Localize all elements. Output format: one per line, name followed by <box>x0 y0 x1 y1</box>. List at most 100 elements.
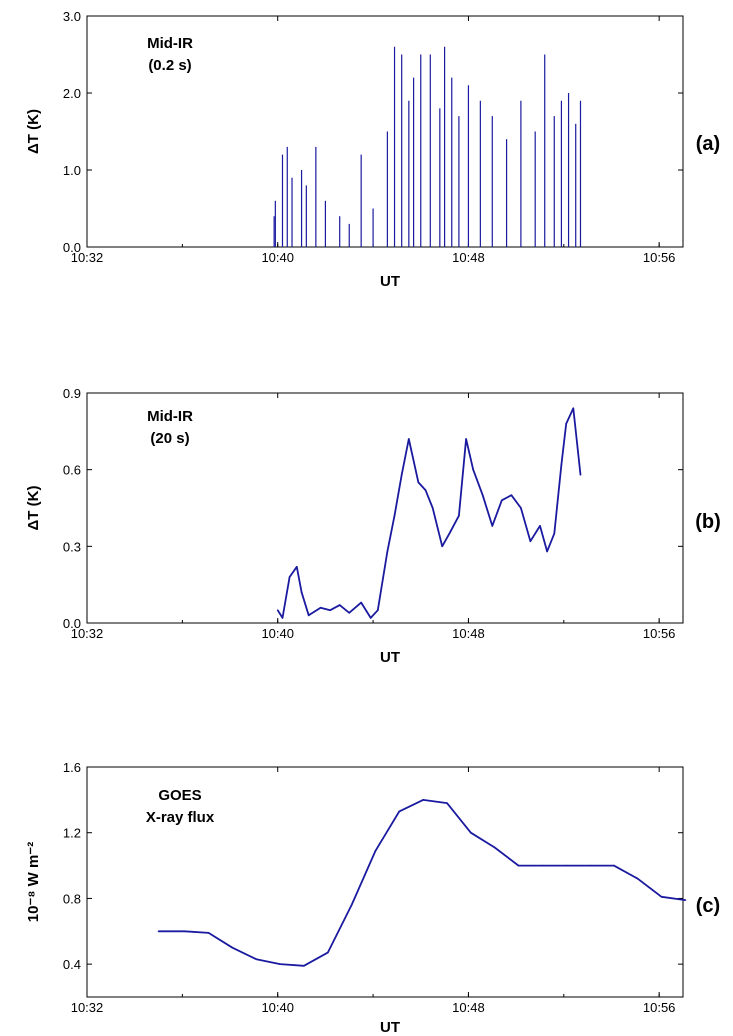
panel-c-data-point <box>613 864 615 867</box>
panel-c-data-point <box>660 895 663 898</box>
panel-c-data-point <box>350 904 353 906</box>
panel-b-data-point <box>417 481 420 484</box>
panel-b-data-point <box>458 514 460 517</box>
panel-a-y-tick-label: 3.0 <box>63 9 81 24</box>
panel-b-x-tick-label: 10:48 <box>452 626 485 641</box>
panel-b-data-point <box>288 576 291 578</box>
panel-c-frame <box>86 766 684 998</box>
panel-a-annotation-line: Mid-IR <box>147 35 193 52</box>
panel-b-series-line <box>276 407 582 619</box>
panel-b-annotation-line: Mid-IR <box>147 408 193 425</box>
panel-b-data-point <box>565 422 567 425</box>
panel-a-annotation-line: (0.2 s) <box>148 57 191 74</box>
panel-a-x-axis-title: UT <box>380 273 400 290</box>
panel-b-data-point <box>572 407 575 410</box>
panel-a: 10:32 10:40 10:48 10:56 0.0 1.0 2.0 3.0 UT ΔT (K)… <box>25 9 720 290</box>
panel-c-data-point <box>541 864 544 867</box>
panel-b-data-point <box>546 550 548 553</box>
panel-c-x-tick-label: 10:56 <box>643 1000 676 1015</box>
panel-b-data-point <box>539 525 541 527</box>
panel-b-x-tick-label: 10:40 <box>261 626 294 641</box>
panel-b-data-point <box>400 473 403 476</box>
panel-c-data-point <box>470 831 472 834</box>
panel-a-x-tick-label: 10:56 <box>643 250 676 265</box>
panel-b-x-axis-title: UT <box>380 649 400 666</box>
panel-b-annotation-line: (20 s) <box>150 430 189 447</box>
panel-b-y-tick-label: 0.3 <box>63 539 81 554</box>
panel-c-data-point <box>231 946 234 949</box>
panel-c-data-point <box>517 864 520 867</box>
panel-c-x-tick-label: 10:48 <box>452 1000 485 1015</box>
panel-b-data-point <box>329 609 331 612</box>
panel-c-data-point <box>326 951 329 954</box>
panel-c-data-point <box>207 932 210 934</box>
panel-b-data-point <box>529 540 532 543</box>
panel-b-data-point <box>295 565 298 568</box>
panel-b-data-point <box>319 606 322 609</box>
panel-a-y-tick-label: 2.0 <box>63 86 81 101</box>
panel-b-data-point <box>520 507 522 509</box>
panel-b-data-point <box>441 545 444 548</box>
panel-c-x-tick-label: 10:32 <box>71 1000 104 1015</box>
panel-a-x-tick-label: 10:48 <box>452 250 485 265</box>
panel-a-y-tick-label: 0.0 <box>63 240 81 255</box>
panel-b-y-tick-label: 0.0 <box>63 616 81 631</box>
panel-a-x-tick-label: 10:32 <box>71 250 104 265</box>
panel-b-data-point <box>481 494 484 497</box>
panel-b-x-tick-label: 10:56 <box>643 626 676 641</box>
panel-b-data-point <box>424 489 427 491</box>
panel-b: 10:32 10:40 10:48 10:56 0.0 0.3 0.6 0.9 UT ΔT (K)… <box>25 386 721 666</box>
panel-c-data-point <box>589 864 591 867</box>
panel-b-data-point <box>431 507 434 509</box>
panel-a-x-tick-label: 10:40 <box>261 250 294 265</box>
panel-b-data-point <box>408 438 410 440</box>
panel-b-data-point <box>300 591 303 594</box>
panel-b-data-point <box>338 604 341 606</box>
panel-b-data-point <box>465 438 467 440</box>
panel-c-data-point <box>374 849 377 852</box>
panel-a-y-tick-label: 1.0 <box>63 163 81 178</box>
panel-c-data-point <box>157 930 160 933</box>
panel-b-data-point <box>501 499 503 502</box>
panel-c-annotation-line: GOES <box>158 787 201 804</box>
panel-a-label: (a) <box>696 133 720 155</box>
panel-b-data-point <box>386 550 389 553</box>
panel-b-data-point <box>377 609 379 612</box>
panel-c-y-tick-label: 1.6 <box>63 760 81 775</box>
panel-c-y-axis-title: 10⁻⁸ W m⁻² <box>25 842 42 922</box>
panel-c-series-line <box>158 799 686 967</box>
panel-c-y-tick-label: 1.2 <box>63 826 81 841</box>
panel-b-data-point <box>393 514 396 517</box>
panel-c-data-point <box>636 877 639 880</box>
panel-b-data-point <box>491 525 494 527</box>
panel-c-data-point <box>303 964 305 967</box>
panel-c: 10:32 10:40 10:48 10:56 0.4 0.8 1.2 1.6 UT 10⁻⁸ W… <box>25 760 720 1036</box>
panel-c-x-axis-title: UT <box>380 1019 400 1036</box>
panel-b-y-tick-label: 0.9 <box>63 386 81 401</box>
panel-b-data-point <box>560 463 563 466</box>
panel-b-data-point <box>510 494 513 497</box>
panel-a-frame <box>86 15 684 248</box>
panel-b-data-point <box>276 609 279 612</box>
panel-b-x-tick-label: 10:32 <box>71 626 104 641</box>
panel-c-data-point <box>398 810 401 813</box>
panel-c-data-point <box>279 963 281 965</box>
panel-c-label: (c) <box>696 895 720 917</box>
panel-b-y-axis-title: ΔT (K) <box>25 486 42 531</box>
panel-b-data-point <box>553 532 556 535</box>
panel-b-label: (b) <box>695 511 721 533</box>
panel-c-y-tick-label: 0.8 <box>63 891 81 906</box>
panel-c-data-point <box>493 846 496 849</box>
panel-c-data-point <box>565 864 567 867</box>
panel-b-frame <box>86 392 684 624</box>
panel-b-data-point <box>472 468 475 471</box>
panel-b-data-point <box>369 617 372 619</box>
panel-c-y-tick-label: 0.4 <box>63 957 81 972</box>
panel-c-data-point <box>684 899 687 901</box>
panel-b-data-point <box>281 617 284 619</box>
panel-b-data-point <box>448 532 451 535</box>
panel-b-y-tick-label: 0.6 <box>63 463 81 478</box>
panel-b-data-point <box>348 611 351 614</box>
panel-c-data-point <box>255 958 258 961</box>
